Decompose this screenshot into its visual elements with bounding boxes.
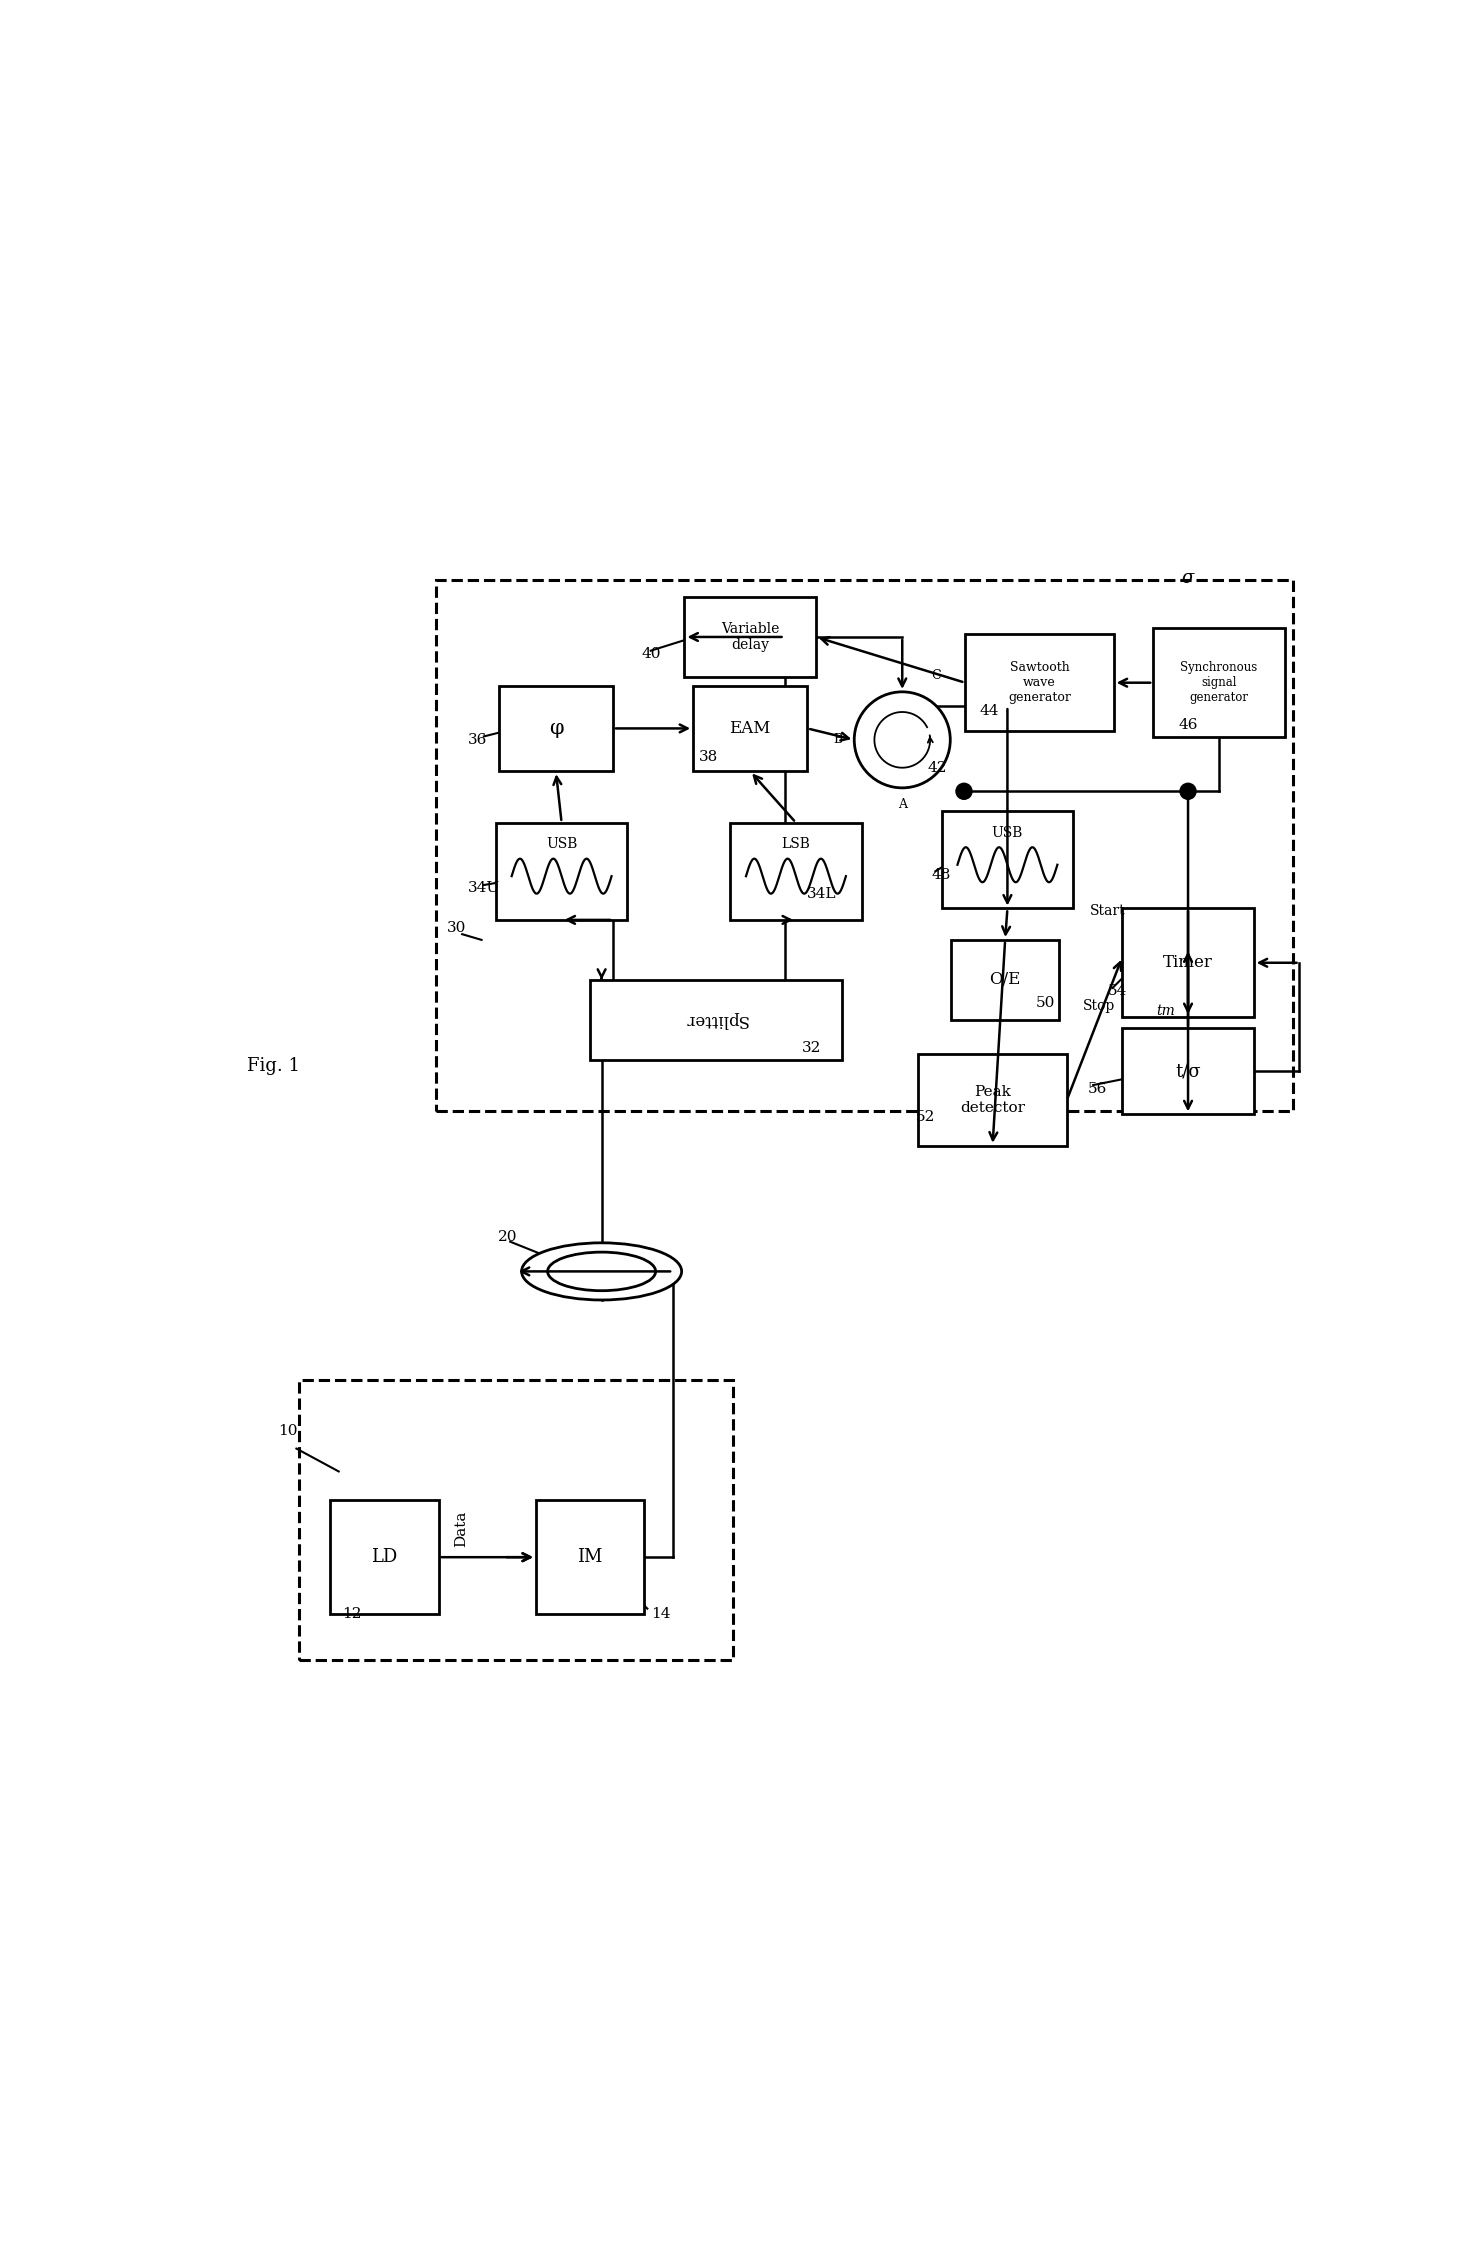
- Text: tm: tm: [1156, 1004, 1174, 1017]
- Text: Stop: Stop: [1083, 999, 1115, 1013]
- Text: Synchronous
signal
generator: Synchronous signal generator: [1180, 660, 1258, 705]
- FancyBboxPatch shape: [951, 939, 1059, 1020]
- FancyBboxPatch shape: [330, 1500, 438, 1615]
- FancyBboxPatch shape: [496, 822, 627, 921]
- FancyBboxPatch shape: [1153, 629, 1285, 737]
- Text: Timer: Timer: [1164, 955, 1212, 970]
- FancyBboxPatch shape: [1122, 907, 1254, 1017]
- Text: LSB: LSB: [782, 838, 810, 851]
- Text: LD: LD: [372, 1547, 398, 1565]
- Text: C: C: [931, 669, 941, 681]
- FancyBboxPatch shape: [590, 979, 842, 1060]
- Text: Sawtooth
wave
generator: Sawtooth wave generator: [1007, 660, 1071, 705]
- Text: 12: 12: [342, 1608, 361, 1622]
- Text: 42: 42: [928, 761, 947, 775]
- Text: EAM: EAM: [730, 721, 771, 737]
- Text: Fig. 1: Fig. 1: [248, 1056, 301, 1074]
- Text: USB: USB: [546, 838, 577, 851]
- Text: Data: Data: [454, 1509, 469, 1547]
- FancyBboxPatch shape: [1122, 1029, 1254, 1114]
- Circle shape: [1180, 784, 1196, 800]
- Text: IM: IM: [578, 1547, 603, 1565]
- Text: 20: 20: [497, 1231, 518, 1244]
- Text: USB: USB: [991, 827, 1024, 840]
- Ellipse shape: [522, 1242, 681, 1300]
- Text: A: A: [898, 797, 907, 811]
- Text: 34U: 34U: [468, 880, 500, 896]
- Circle shape: [854, 692, 950, 788]
- Text: 34L: 34L: [807, 887, 836, 901]
- Text: 44: 44: [979, 705, 1000, 719]
- FancyBboxPatch shape: [730, 822, 861, 921]
- Text: 10: 10: [279, 1424, 298, 1437]
- Text: 46: 46: [1179, 719, 1198, 732]
- FancyBboxPatch shape: [684, 597, 816, 676]
- Text: 52: 52: [916, 1110, 935, 1123]
- Text: t/σ: t/σ: [1176, 1062, 1201, 1080]
- Text: 32: 32: [802, 1042, 822, 1056]
- Text: Splitter: Splitter: [684, 1011, 748, 1029]
- FancyBboxPatch shape: [693, 685, 807, 770]
- Text: 50: 50: [1035, 995, 1056, 1011]
- FancyBboxPatch shape: [941, 811, 1074, 907]
- FancyBboxPatch shape: [919, 1053, 1066, 1145]
- FancyBboxPatch shape: [499, 685, 614, 770]
- Text: Peak
detector: Peak detector: [960, 1085, 1025, 1114]
- Text: 30: 30: [447, 921, 466, 937]
- Ellipse shape: [547, 1251, 655, 1291]
- Text: 56: 56: [1087, 1083, 1106, 1096]
- Text: Start: Start: [1090, 905, 1125, 919]
- Text: 14: 14: [650, 1608, 670, 1622]
- FancyBboxPatch shape: [965, 633, 1114, 732]
- Text: 40: 40: [642, 647, 661, 660]
- Text: 54: 54: [1108, 984, 1127, 997]
- Text: φ: φ: [549, 719, 563, 739]
- Text: Variable
delay: Variable delay: [721, 622, 779, 651]
- Text: 48: 48: [932, 867, 951, 883]
- Text: σ: σ: [1181, 568, 1195, 586]
- Text: 38: 38: [699, 750, 718, 764]
- Text: 36: 36: [468, 732, 487, 748]
- Text: O/E: O/E: [990, 973, 1021, 988]
- Text: B: B: [833, 734, 842, 746]
- FancyBboxPatch shape: [535, 1500, 645, 1615]
- Circle shape: [956, 784, 972, 800]
